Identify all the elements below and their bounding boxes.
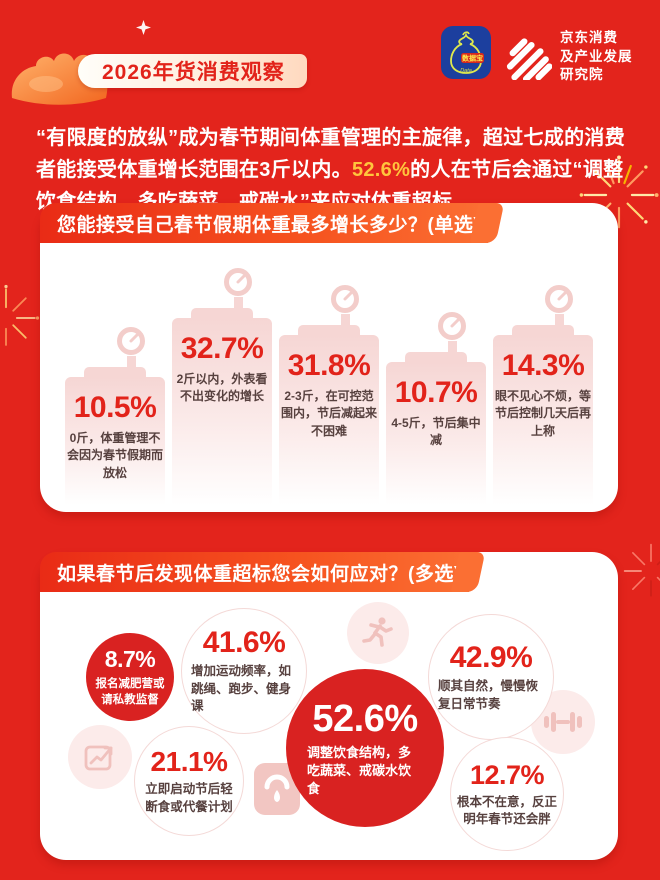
institute-line: 研究院	[560, 67, 604, 83]
bar-cap	[405, 352, 467, 362]
sparkle-star-icon	[136, 20, 151, 35]
bubble-label: 顺其自然，慢慢恢复日常节奏	[438, 679, 539, 711]
databao-sub-label: Data	[460, 68, 472, 74]
bar-percent: 14.3%	[501, 349, 585, 382]
q1-bar: 10.5% 0斤，体重管理不会因为春节假期而放松	[65, 326, 165, 505]
bar-label: 4-5斤，节后集中减	[391, 416, 481, 448]
bar-percent: 31.8%	[287, 349, 371, 382]
bubble-percent: 42.9%	[449, 641, 533, 674]
bar-cap	[298, 325, 360, 335]
weight-gauge-icon	[544, 284, 574, 325]
bar-column: 32.7% 2斤以内，外表看不出变化的增长	[172, 318, 272, 505]
bubble-label: 立即启动节后轻断食或代餐计划	[145, 782, 233, 814]
weight-gauge-icon	[116, 326, 146, 367]
q1-bar: 31.8% 2-3斤，在可控范围内，节后减起来不困难	[279, 284, 379, 505]
weight-gauge-icon	[330, 284, 360, 325]
q1-title: 您能接受自己春节假期体重最多增长多少？(单选)	[57, 214, 481, 236]
q1-bar: 14.3% 眼不见心不烦，等节后控制几天后再上称	[493, 284, 593, 505]
bar-percent: 10.7%	[394, 376, 478, 409]
intro-text: “有限度的放纵”成为春节期间体重管理的主旋律，超过七成的消费者能接受体重增长范围…	[36, 127, 625, 181]
jd-logo-stripes	[506, 38, 552, 80]
bubble-percent: 21.1%	[150, 746, 228, 777]
bar-column: 31.8% 2-3斤，在可控范围内，节后减起来不困难	[279, 335, 379, 505]
bar-label: 2-3斤，在可控范围内，节后减起来不困难	[281, 389, 378, 438]
q2-bubble: 41.6% 增加运动频率，如跳绳、跑步、健身课	[181, 608, 307, 734]
weight-gauge-icon	[437, 311, 467, 352]
bubble-percent: 41.6%	[202, 626, 286, 660]
institute-line: 京东消费	[560, 30, 618, 45]
bar-percent: 10.5%	[73, 391, 157, 424]
q2-bubble: 21.1% 立即启动节后轻断食或代餐计划	[134, 726, 244, 836]
q2-bubble: 12.7% 根本不在意，反正明年春节还会胖	[450, 737, 564, 851]
intro-highlight: 52.6%	[351, 159, 411, 181]
bar-cap	[84, 367, 146, 377]
bubble-label: 报名减肥营或请私教监督	[95, 677, 165, 706]
bubble-label: 根本不在意，反正明年春节还会胖	[456, 794, 557, 827]
q2-card: 如果春节后发现体重超标您会如何应对？(多选)	[40, 552, 618, 860]
q2-title-ribbon: 如果春节后发现体重超标您会如何应对？(多选)	[40, 552, 469, 592]
bubble-label: 增加运动频率，如跳绳、跑步、健身课	[191, 664, 292, 714]
running-person-icon	[347, 602, 409, 664]
bar-label: 2斤以内，外表看不出变化的增长	[176, 372, 268, 404]
bubble-label: 调整饮食结构，多吃蔬菜、戒碳水饮食	[307, 744, 412, 797]
bar-column: 10.5% 0斤，体重管理不会因为春节假期而放松	[65, 377, 165, 505]
q2-bubble: 8.7% 报名减肥营或请私教监督	[86, 633, 174, 721]
databao-logo: 数据宝 Data	[441, 26, 491, 79]
header-badge: 2026年货消费观察	[78, 54, 307, 88]
institute-line: 及产业发展	[560, 48, 633, 64]
firework-burst-icon	[4, 284, 40, 346]
bar-label: 眼不见心不烦，等节后控制几天后再上称	[495, 389, 592, 438]
q2-bubble: 42.9% 顺其自然，慢慢恢复日常节奏	[428, 614, 554, 740]
q1-title-ribbon: 您能接受自己春节假期体重最多增长多少？(单选)	[40, 203, 489, 243]
bubble-percent: 12.7%	[469, 759, 545, 790]
q1-card: 您能接受自己春节假期体重最多增长多少？(单选) 10.5% 0斤，体重管理不会因…	[40, 203, 618, 512]
bar-column: 14.3% 眼不见心不烦，等节后控制几天后再上称	[493, 335, 593, 505]
q2-bubble: 52.6% 调整饮食结构，多吃蔬菜、戒碳水饮食	[286, 669, 444, 827]
q1-bar: 32.7% 2斤以内，外表看不出变化的增长	[172, 267, 272, 505]
bubble-percent: 8.7%	[104, 645, 156, 672]
badge-label: 2026年货消费观察	[102, 61, 285, 84]
bar-column: 10.7% 4-5斤，节后集中减	[386, 362, 486, 505]
q1-bar: 10.7% 4-5斤，节后集中减	[386, 311, 486, 505]
bar-cap	[191, 308, 253, 318]
databao-label: 数据宝	[462, 54, 483, 63]
firework-burst-icon	[623, 543, 660, 597]
bubble-percent: 52.6%	[312, 697, 418, 740]
bar-percent: 32.7%	[180, 332, 264, 365]
bar-cap	[512, 325, 574, 335]
trend-chart-icon	[68, 725, 132, 789]
institute-name: 京东消费 及产业发展 研究院	[560, 29, 633, 85]
weight-gauge-icon	[223, 267, 253, 308]
bar-label: 0斤，体重管理不会因为春节假期而放松	[67, 431, 164, 480]
q2-title: 如果春节后发现体重超标您会如何应对？(多选)	[57, 563, 461, 585]
